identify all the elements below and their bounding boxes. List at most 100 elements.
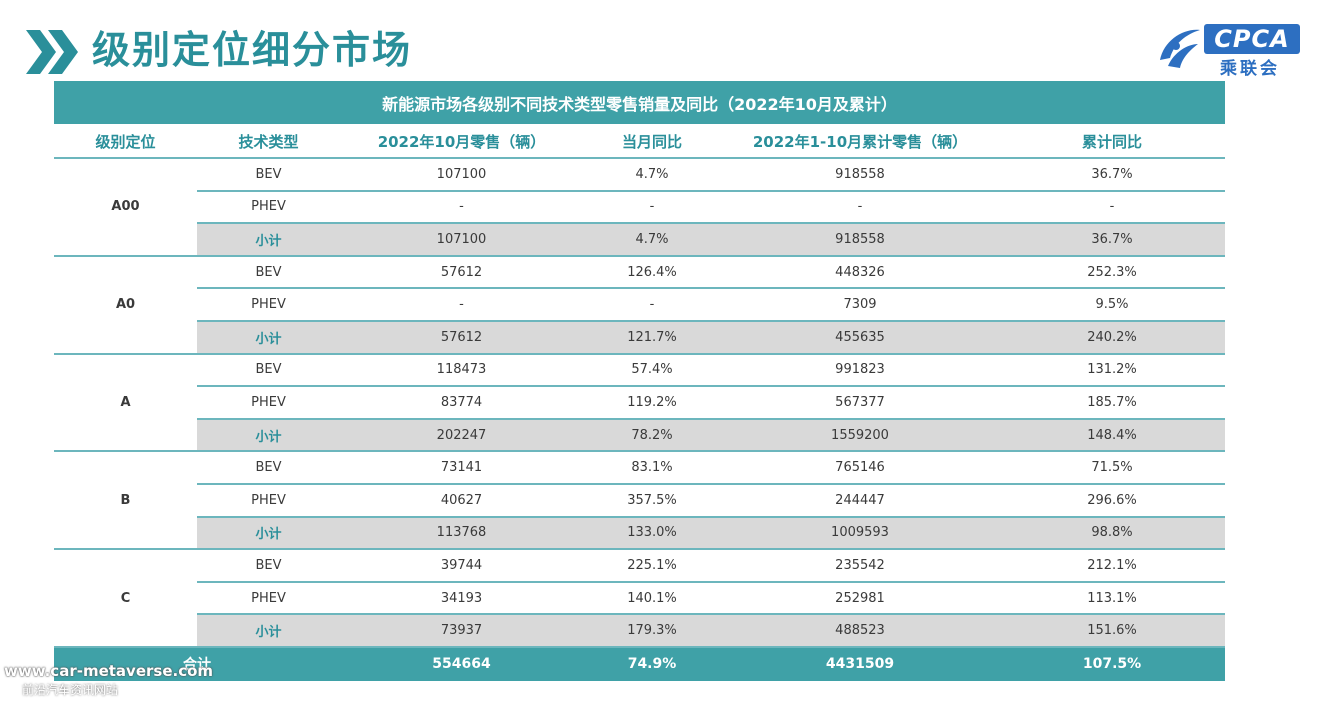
grade-cell: C [54,549,197,648]
cum-yoy-cell: 296.6% [999,483,1226,518]
total-label: 合计 [54,646,340,681]
cum-retail-cell: 455635 [721,320,999,355]
cum-retail-cell: 244447 [721,483,999,518]
oct-yoy-cell: 57.4% [583,353,721,388]
cum-yoy-cell: 131.2% [999,353,1226,388]
tech-cell: PHEV [197,190,340,225]
cum-yoy-cell: 36.7% [999,158,1226,192]
tech-cell: BEV [197,451,340,485]
cum-yoy-cell: 212.1% [999,549,1226,583]
oct-retail-cell: 57612 [340,255,583,290]
cum-retail-cell: 918558 [721,223,999,257]
table-subtotal-row: 小计 57612 121.7% 455635 240.2% [54,320,1226,355]
watermark-slogan: 前沿汽车资讯网站 [22,683,119,697]
header-tech: 技术类型 [197,125,340,159]
table-row: PHEV 83774 119.2% 567377 185.7% [54,386,1226,420]
oct-yoy-cell: 357.5% [583,483,721,518]
oct-retail-cell: 83774 [340,386,583,420]
total-cum-retail: 4431509 [721,646,999,681]
cum-yoy-cell: 240.2% [999,320,1226,355]
cpca-swirl-icon [1160,29,1200,68]
cum-yoy-cell: 151.6% [999,614,1226,648]
page-title: 级别定位细分市场 [92,28,413,72]
tech-cell: 小计 [197,223,340,257]
cum-retail-cell: 235542 [721,549,999,583]
cum-retail-cell: - [721,190,999,225]
header-cum-retail: 2022年1-10月累计零售（辆） [721,125,999,159]
oct-retail-cell: 57612 [340,320,583,355]
table-row: C BEV 39744 225.1% 235542 212.1% [54,549,1226,648]
logo-wordmark: CPCA [1204,24,1300,54]
table-row: A00 BEV 107100 4.7% 918558 36.7% [54,158,1226,257]
table-total-row: 合计 554664 74.9% 4431509 107.5% [54,646,1226,681]
cum-yoy-cell: 113.1% [999,581,1226,616]
cum-retail-cell: 252981 [721,581,999,616]
table-caption-row: 新能源市场各级别不同技术类型零售销量及同比（2022年10月及累计） [54,81,1226,126]
oct-retail-cell: 73937 [340,614,583,648]
cum-yoy-cell: 185.7% [999,386,1226,420]
oct-yoy-cell: - [583,190,721,225]
header-cum-yoy: 累计同比 [999,125,1226,159]
oct-retail-cell: - [340,190,583,225]
tech-cell: PHEV [197,386,340,420]
tech-cell: PHEV [197,581,340,616]
oct-retail-cell: 107100 [340,158,583,192]
cum-retail-cell: 488523 [721,614,999,648]
oct-yoy-cell: 119.2% [583,386,721,420]
oct-retail-cell: 73141 [340,451,583,485]
tech-cell: BEV [197,353,340,388]
tech-cell: PHEV [197,288,340,322]
oct-yoy-cell: 121.7% [583,320,721,355]
table-row: A0 BEV 57612 126.4% 448326 252.3% [54,255,1226,355]
cpca-logo: CPCA 乘联会 [1154,20,1304,79]
total-oct-retail: 554664 [340,646,583,681]
oct-yoy-cell: - [583,288,721,322]
header-oct-retail: 2022年10月零售（辆） [340,125,583,159]
grade-cell: A0 [54,255,197,355]
cum-retail-cell: 448326 [721,255,999,290]
oct-yoy-cell: 179.3% [583,614,721,648]
cum-yoy-cell: - [999,190,1226,225]
table-subtotal-row: 小计 113768 133.0% 1009593 98.8% [54,516,1226,551]
total-oct-yoy: 74.9% [583,646,721,681]
oct-retail-cell: 113768 [340,516,583,551]
double-chevron-icon [26,30,78,74]
table-row: B BEV 73141 83.1% 765146 71.5% [54,451,1226,551]
oct-retail-cell: 39744 [340,549,583,583]
tech-cell: BEV [197,158,340,192]
cum-yoy-cell: 71.5% [999,451,1226,485]
table-subtotal-row: 小计 73937 179.3% 488523 151.6% [54,614,1226,648]
tech-cell: 小计 [197,320,340,355]
tech-cell: 小计 [197,516,340,551]
cum-yoy-cell: 148.4% [999,418,1226,453]
grade-cell: A00 [54,158,197,257]
cum-retail-cell: 991823 [721,353,999,388]
oct-retail-cell: 34193 [340,581,583,616]
cum-yoy-cell: 36.7% [999,223,1226,257]
cum-yoy-cell: 98.8% [999,516,1226,551]
header-oct-yoy: 当月同比 [583,125,721,159]
oct-retail-cell: 202247 [340,418,583,453]
sales-table: 新能源市场各级别不同技术类型零售销量及同比（2022年10月及累计） 级别定位 … [54,81,1226,681]
table-row: A BEV 118473 57.4% 991823 131.2% [54,353,1226,453]
oct-retail-cell: 107100 [340,223,583,257]
cum-retail-cell: 1009593 [721,516,999,551]
oct-yoy-cell: 225.1% [583,549,721,583]
cum-retail-cell: 7309 [721,288,999,322]
cum-retail-cell: 765146 [721,451,999,485]
cum-retail-cell: 1559200 [721,418,999,453]
table-row: PHEV 34193 140.1% 252981 113.1% [54,581,1226,616]
oct-yoy-cell: 4.7% [583,223,721,257]
header-grade: 级别定位 [54,125,197,159]
table-row: PHEV 40627 357.5% 244447 296.6% [54,483,1226,518]
tech-cell: BEV [197,549,340,583]
oct-yoy-cell: 83.1% [583,451,721,485]
table-subtotal-row: 小计 202247 78.2% 1559200 148.4% [54,418,1226,453]
grade-cell: A [54,353,197,453]
watermark-site: www.car-metaverse.com [4,662,214,680]
total-cum-yoy: 107.5% [999,646,1226,681]
table-subtotal-row: 小计 107100 4.7% 918558 36.7% [54,223,1226,257]
oct-yoy-cell: 4.7% [583,158,721,192]
logo-subtitle: 乘联会 [1220,59,1280,79]
